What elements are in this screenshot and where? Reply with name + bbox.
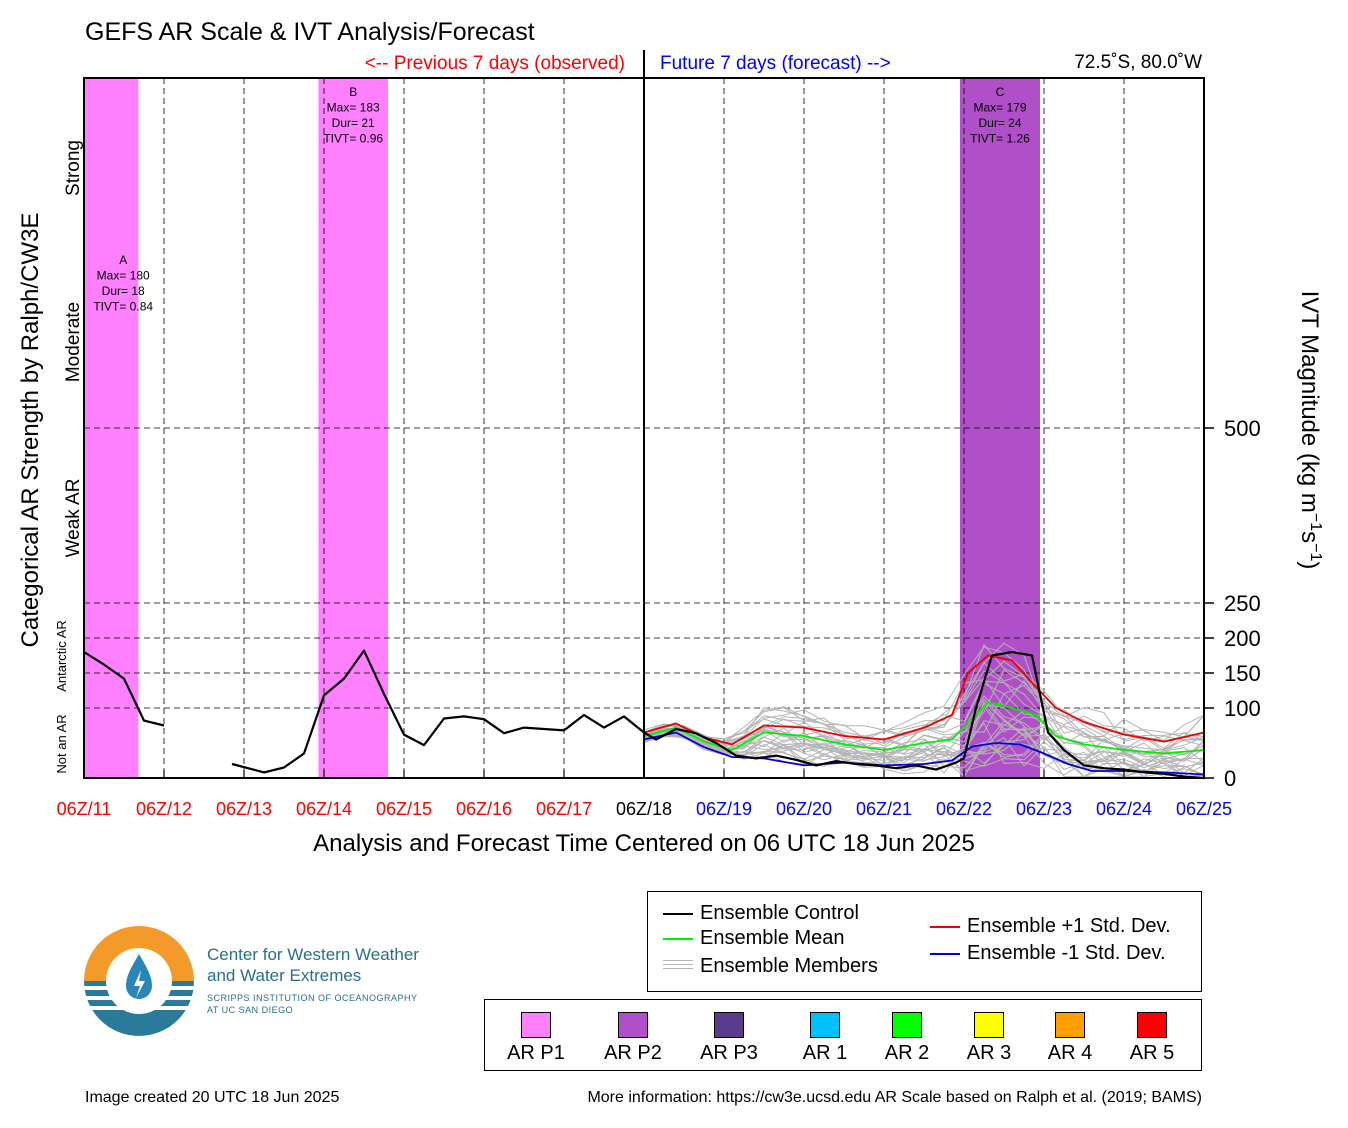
- ar-event-b-annotation: Dur= 21: [332, 116, 375, 130]
- legend-mean-label: Ensemble Mean: [700, 927, 845, 949]
- ensemble-members: [643, 642, 1205, 778]
- ar-scale-p3: AR P3: [689, 1012, 769, 1065]
- ar-scale-4: AR 4: [1030, 1012, 1110, 1065]
- ar-event-a-annotation: TIVT= 0.84: [93, 300, 153, 314]
- x-tick-label: 06Z/13: [216, 799, 272, 819]
- legend-minus-sd-label: Ensemble -1 Std. Dev.: [967, 942, 1166, 964]
- x-axis-ticks: 06Z/11 06Z/12 06Z/13 06Z/14 06Z/15 06Z/16 06Z/…: [57, 770, 1232, 819]
- ar-event-a-annotation: A: [119, 253, 127, 267]
- ar-2-swatch: [892, 1012, 922, 1038]
- ar-event-c-annotation: TIVT= 1.26: [970, 132, 1030, 146]
- ar-p2-swatch: [618, 1012, 648, 1038]
- legend-plus-sd-swatch: [930, 926, 960, 928]
- series-legend: Ensemble Control Ensemble Mean Ensemble …: [647, 891, 1202, 992]
- ensemble-mean-line: [643, 701, 1205, 755]
- right-axis-ticks: 500 250 200 150 100 0: [1204, 416, 1261, 791]
- right-tick-label: 200: [1224, 626, 1261, 651]
- chart-title: GEFS AR Scale & IVT Analysis/Forecast: [85, 18, 535, 46]
- category-strong: Strong: [63, 140, 84, 196]
- category-not-ar: Not an AR: [54, 714, 69, 773]
- logo-title: Center for Western Weather and Water Extr…: [207, 945, 419, 985]
- ar-event-a-annotation: Max= 180: [97, 269, 150, 283]
- x-tick-label: 06Z/23: [1016, 799, 1072, 819]
- ar-1-swatch: [810, 1012, 840, 1038]
- ensemble-member-line: [643, 694, 1205, 765]
- legend-control-swatch: [663, 913, 693, 915]
- ar-scale-3: AR 3: [949, 1012, 1029, 1065]
- x-axis-label: Analysis and Forecast Time Centered on 0…: [313, 830, 975, 857]
- ensemble-member-line: [643, 680, 1205, 751]
- ensemble-member-line: [643, 720, 1205, 778]
- x-tick-label: 06Z/25: [1176, 799, 1232, 819]
- x-tick-label: 06Z/19: [696, 799, 752, 819]
- category-antarctic: Antarctic AR: [54, 620, 69, 692]
- x-tick-label: 06Z/12: [136, 799, 192, 819]
- logo-icon: [84, 926, 194, 1036]
- ensemble-member-line: [643, 698, 1205, 763]
- ar-5-swatch: [1137, 1012, 1167, 1038]
- ar-p1-swatch: [521, 1012, 551, 1038]
- ar-event-band-a: [84, 78, 139, 778]
- ensemble-control-line: [231, 649, 1205, 780]
- ar-scale-5: AR 5: [1112, 1012, 1192, 1065]
- ar-scale-2: AR 2: [867, 1012, 947, 1065]
- ar-event-c-annotation: Dur= 24: [978, 116, 1021, 130]
- location-label: 72.5˚S, 80.0˚W: [1074, 52, 1202, 73]
- ar-event-c-annotation: C: [996, 85, 1005, 99]
- legend-members-label: Ensemble Members: [700, 955, 878, 977]
- ar-scale-p2: AR P2: [593, 1012, 673, 1065]
- previous-label: <-- Previous 7 days (observed): [365, 53, 625, 74]
- category-weak: Weak AR: [63, 479, 84, 558]
- ensemble-member-line: [643, 721, 1205, 766]
- category-moderate: Moderate: [63, 302, 84, 382]
- x-tick-label: 06Z/20: [776, 799, 832, 819]
- ar-p3-swatch: [714, 1012, 744, 1038]
- cw3e-logo: [84, 926, 194, 1036]
- legend-control-label: Ensemble Control: [700, 902, 859, 924]
- x-tick-label: 06Z/17: [536, 799, 592, 819]
- x-tick-label: 06Z/14: [296, 799, 352, 819]
- x-tick-label: 06Z/11: [57, 799, 112, 819]
- ensemble-member-line: [643, 726, 1205, 778]
- x-tick-label: 06Z/16: [456, 799, 512, 819]
- x-tick-label: 06Z/21: [856, 799, 912, 819]
- ensemble-series: [83, 649, 1205, 780]
- future-label: Future 7 days (forecast) -->: [660, 53, 891, 74]
- ensemble-control-line: [83, 651, 165, 727]
- footer-created: Image created 20 UTC 18 Jun 2025: [85, 1089, 340, 1106]
- right-tick-label: 0: [1224, 766, 1236, 791]
- logo-subtitle: SCRIPPS INSTITUTION OF OCEANOGRAPHY AT UC…: [207, 993, 418, 1015]
- legend-plus-sd-label: Ensemble +1 Std. Dev.: [967, 915, 1171, 937]
- x-tick-label: 06Z/24: [1096, 799, 1152, 819]
- right-tick-label: 100: [1224, 696, 1261, 721]
- legend-members-swatch: [663, 958, 693, 972]
- x-tick-label: 06Z/18: [616, 799, 672, 819]
- ensemble-member-line: [643, 733, 1205, 778]
- ar-event-a-annotation: Dur= 18: [102, 284, 145, 298]
- right-tick-label: 150: [1224, 661, 1261, 686]
- ar-event-b-annotation: Max= 183: [327, 101, 380, 115]
- ar-event-b-annotation: TIVT= 0.96: [323, 132, 383, 146]
- x-tick-label: 06Z/15: [376, 799, 432, 819]
- ar-scale-p1: AR P1: [496, 1012, 576, 1065]
- ar-event-c-annotation: Max= 179: [973, 101, 1026, 115]
- legend-mean-swatch: [663, 938, 693, 940]
- ar-scale-1: AR 1: [785, 1012, 865, 1065]
- ar-3-swatch: [974, 1012, 1004, 1038]
- ensemble-minus-sd-line: [643, 731, 1205, 776]
- ar-scale-legend: AR P1 AR P2 AR P3 AR 1 AR 2 AR 3 AR 4 AR…: [484, 999, 1202, 1071]
- ar-4-swatch: [1055, 1012, 1085, 1038]
- right-tick-label: 500: [1224, 416, 1261, 441]
- footer-info: More information: https://cw3e.ucsd.edu …: [587, 1089, 1202, 1106]
- x-tick-label: 06Z/22: [936, 799, 992, 819]
- y-axis-label-right: IVT Magnitude (kg m−1s−1): [1296, 291, 1324, 570]
- legend-minus-sd-swatch: [930, 953, 960, 955]
- right-tick-label: 250: [1224, 591, 1261, 616]
- ensemble-plus-sd-line: [643, 654, 1205, 746]
- y-axis-label-left: Categorical AR Strength by Ralph/CW3E: [17, 213, 44, 648]
- ar-event-b-annotation: B: [349, 85, 357, 99]
